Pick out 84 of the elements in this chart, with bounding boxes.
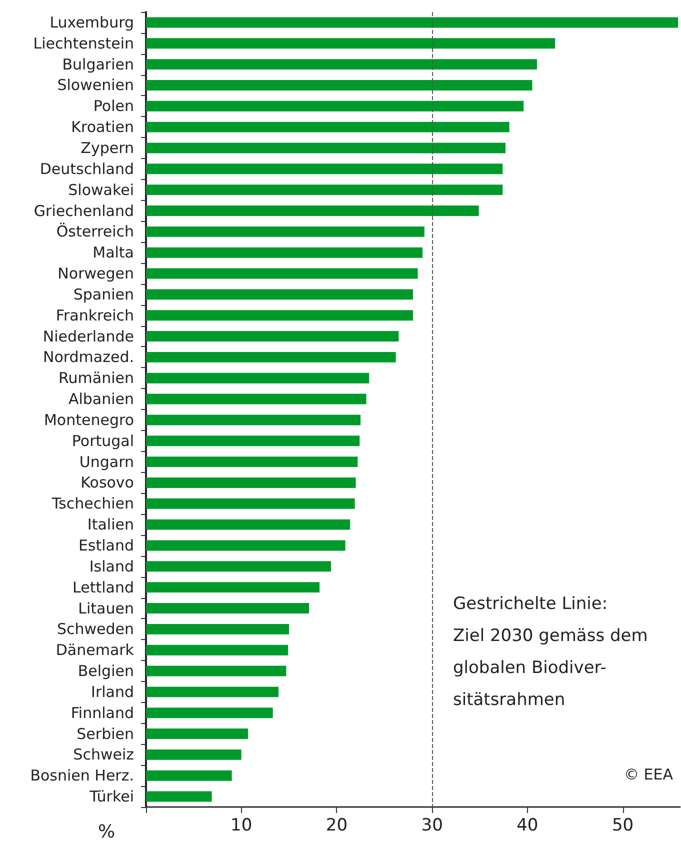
y-tick-label: Portugal	[72, 432, 134, 450]
y-tick-label: Zypern	[80, 138, 134, 157]
bar	[146, 582, 320, 593]
x-axis-title: %	[98, 822, 116, 842]
bar	[146, 164, 503, 174]
y-tick-label: Luxemburg	[50, 13, 134, 32]
y-tick-label: Niederlande	[42, 327, 134, 346]
bar	[146, 38, 556, 49]
bar	[146, 352, 396, 362]
y-tick-label: Schweden	[56, 620, 134, 638]
bar	[146, 770, 232, 781]
bar	[146, 17, 678, 28]
bar	[146, 708, 273, 718]
bar	[146, 666, 286, 676]
y-tick-label: Serbien	[76, 724, 134, 743]
y-tick-label: Estland	[78, 536, 134, 554]
bar	[146, 624, 290, 634]
bar	[146, 80, 532, 90]
bar	[146, 436, 360, 446]
x-tick-label: 20	[326, 816, 348, 836]
y-tick-label: Liechtenstein	[33, 34, 134, 52]
y-tick-label: Malta	[92, 244, 134, 262]
bar	[146, 540, 346, 551]
bar	[146, 603, 310, 614]
annotation: Gestrichelte Linie: Ziel 2030 gemäss dem globalen Biodiver- sitätsrahmen	[453, 594, 648, 710]
x-tick-label: 40	[516, 816, 538, 836]
y-tick-label: Griechenland	[34, 202, 134, 220]
y-tick-label: Litauen	[78, 599, 134, 618]
x-tick-label: 30	[421, 816, 443, 836]
bar	[146, 728, 248, 740]
annotation: © EEA	[624, 766, 674, 784]
bar	[146, 749, 242, 760]
bar	[146, 791, 212, 802]
y-tick-label: Montenegro	[44, 410, 134, 429]
y-tick-label: Slowenien	[57, 76, 134, 94]
bar	[146, 394, 366, 404]
bar	[146, 184, 503, 196]
y-tick-label: Kroatien	[71, 118, 134, 136]
y-tick-label: Österreich	[56, 222, 134, 241]
y-tick-label: Belgien	[78, 662, 134, 680]
y-tick-label: Rumänien	[58, 369, 134, 388]
y-tick-label: Irland	[91, 682, 134, 701]
y-tick-label: Lettland	[72, 578, 134, 596]
y-tick-label: Island	[89, 557, 134, 576]
y-tick-label: Bosnien Herz.	[30, 766, 134, 785]
bar	[146, 59, 537, 70]
y-tick-label: Slowakei	[68, 180, 134, 199]
y-tick-label: Finnland	[70, 704, 134, 722]
bar	[146, 100, 524, 112]
y-tick-label: Ungarn	[79, 452, 134, 471]
bar	[146, 519, 350, 530]
y-tick-label: Deutschland	[40, 160, 134, 178]
bar	[146, 686, 279, 698]
bar	[146, 644, 288, 656]
y-tick-label: Kosovo	[80, 474, 134, 492]
y-tick-label: Türkei	[88, 788, 134, 806]
bar	[146, 247, 423, 258]
bar	[146, 226, 424, 237]
y-tick-label: Schweiz	[73, 746, 134, 764]
y-tick-label: Spanien	[73, 285, 134, 304]
bar	[146, 477, 356, 488]
y-tick-label: Bulgarien	[62, 55, 134, 74]
y-tick-label: Italien	[87, 516, 134, 534]
bar	[146, 268, 418, 279]
bar	[146, 561, 331, 572]
y-tick-label: Polen	[93, 97, 134, 116]
bar	[146, 310, 413, 321]
x-tick-label: 10	[230, 816, 252, 836]
bar	[146, 122, 510, 132]
bar	[146, 414, 361, 426]
y-tick-label: Albanien	[68, 390, 134, 408]
y-tick-label: Norwegen	[58, 264, 134, 283]
y-tick-label: Frankreich	[56, 306, 134, 324]
bar	[146, 289, 413, 300]
y-tick-label: Tschechien	[50, 494, 134, 513]
bar	[146, 372, 370, 384]
bar	[146, 331, 399, 342]
bar	[146, 456, 358, 468]
y-tick-label: Nordmazed.	[42, 348, 134, 366]
bar	[146, 142, 506, 154]
bar	[146, 498, 355, 509]
bar	[146, 206, 479, 216]
x-tick-label: 50	[612, 816, 634, 836]
y-tick-label: Dänemark	[56, 641, 134, 660]
